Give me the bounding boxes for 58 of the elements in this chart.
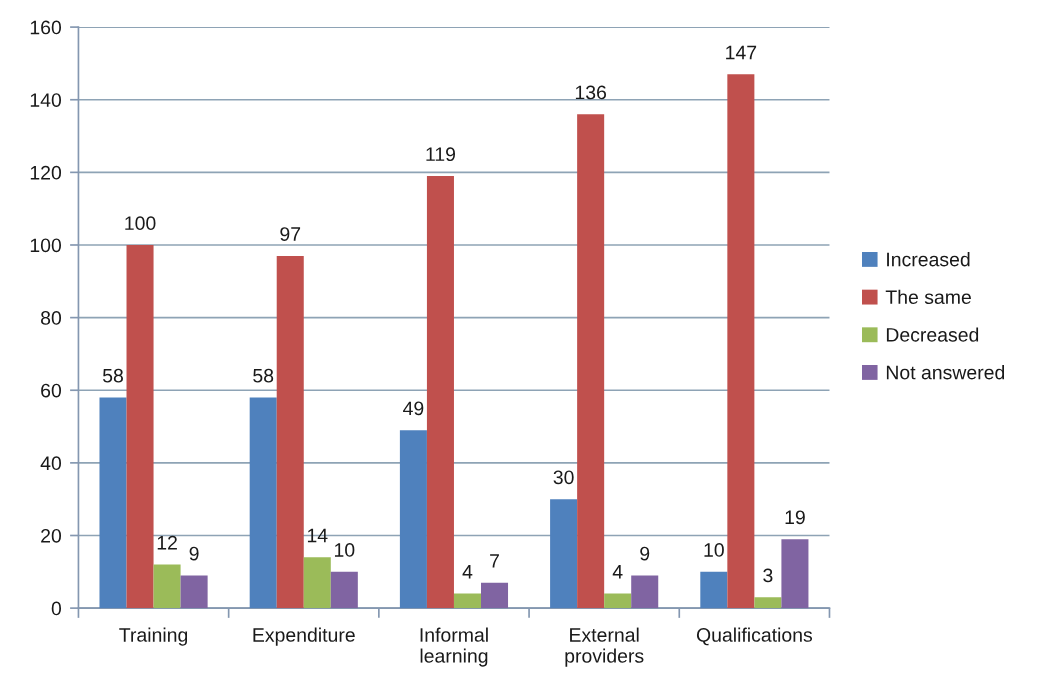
legend-label: Decreased xyxy=(886,327,979,342)
legend-label: Not answered xyxy=(886,365,1005,380)
y-tick-label: 100 xyxy=(30,238,62,253)
data-label: 4 xyxy=(462,565,473,579)
legend-label: Increased xyxy=(887,252,970,267)
bar xyxy=(303,557,331,609)
data-label: 147 xyxy=(726,45,757,60)
bar xyxy=(604,593,632,609)
y-tick-label: 60 xyxy=(41,383,62,398)
x-tick-label: Informal learning xyxy=(420,627,488,667)
y-tick-label: 80 xyxy=(41,311,62,325)
x-tick-label: Expenditure xyxy=(253,627,355,646)
data-label: 30 xyxy=(553,470,574,485)
bar xyxy=(700,571,728,609)
data-label: 12 xyxy=(157,535,177,550)
data-label: 19 xyxy=(785,510,805,525)
bar xyxy=(727,74,755,609)
x-tick-label: External providers xyxy=(565,627,644,667)
bar xyxy=(153,564,181,609)
data-label: 119 xyxy=(426,147,456,162)
bar xyxy=(276,255,304,609)
data-label: 58 xyxy=(253,368,274,383)
data-label: 7 xyxy=(490,554,499,568)
bar xyxy=(550,499,578,609)
bar xyxy=(249,397,277,609)
x-tick-label: Training xyxy=(119,627,188,646)
y-tick-label: 20 xyxy=(41,528,62,543)
data-label: 100 xyxy=(125,216,156,231)
bar xyxy=(481,582,509,609)
bar xyxy=(754,597,782,609)
y-tick-label: 0 xyxy=(51,601,62,616)
y-tick-label: 40 xyxy=(40,456,62,471)
bar xyxy=(126,244,154,609)
bar xyxy=(180,575,208,609)
y-tick-label: 120 xyxy=(30,165,62,180)
bar xyxy=(781,539,809,609)
y-tick-label: 160 xyxy=(30,20,62,35)
bar xyxy=(399,430,427,609)
bar xyxy=(453,593,481,609)
x-tick-label: Qualifications xyxy=(696,627,813,646)
data-label: 9 xyxy=(640,546,650,561)
y-tick-label: 140 xyxy=(30,93,62,107)
data-label: 10 xyxy=(704,543,724,557)
data-label: 9 xyxy=(189,546,199,561)
data-label: 4 xyxy=(612,565,623,579)
legend-label: The same xyxy=(885,289,971,305)
bar xyxy=(631,575,659,609)
bar xyxy=(577,114,605,609)
data-label: 49 xyxy=(403,401,424,416)
data-label: 97 xyxy=(280,227,301,241)
bar xyxy=(99,397,127,609)
data-label: 3 xyxy=(763,568,773,583)
data-label: 58 xyxy=(102,368,123,383)
data-label: 10 xyxy=(334,543,355,557)
data-label: 14 xyxy=(307,528,328,543)
bar xyxy=(426,175,454,609)
bar xyxy=(330,571,358,609)
data-label: 136 xyxy=(575,85,607,100)
